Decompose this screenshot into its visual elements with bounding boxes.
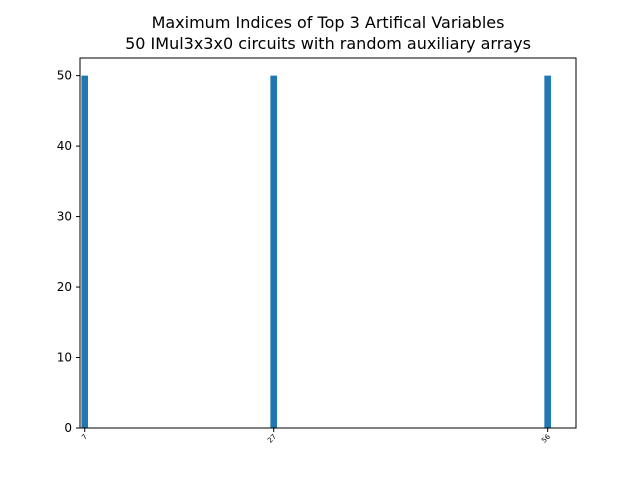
xtick-label: 7: [80, 433, 89, 442]
ytick-label: 40: [57, 139, 72, 153]
ytick-label: 10: [57, 351, 72, 365]
ticks-group: 0 10 20 30 40 50 7 27 56: [57, 69, 553, 445]
xtick-label: 27: [266, 433, 278, 445]
chart-subtitle: 50 IMul3x3x0 circuits with random auxili…: [125, 34, 531, 53]
plot-area-frame: [79, 57, 577, 429]
bar-7: [81, 75, 89, 428]
ytick-label: 30: [57, 210, 72, 224]
bars-group: [81, 75, 551, 428]
ytick-label: 0: [64, 421, 72, 435]
bar-56: [544, 75, 551, 428]
chart-title: Maximum Indices of Top 3 Artifical Varia…: [152, 13, 505, 32]
ytick-label: 20: [57, 280, 72, 294]
bar-27: [270, 75, 277, 428]
ytick-label: 50: [57, 69, 72, 83]
xtick-label: 56: [540, 432, 552, 444]
